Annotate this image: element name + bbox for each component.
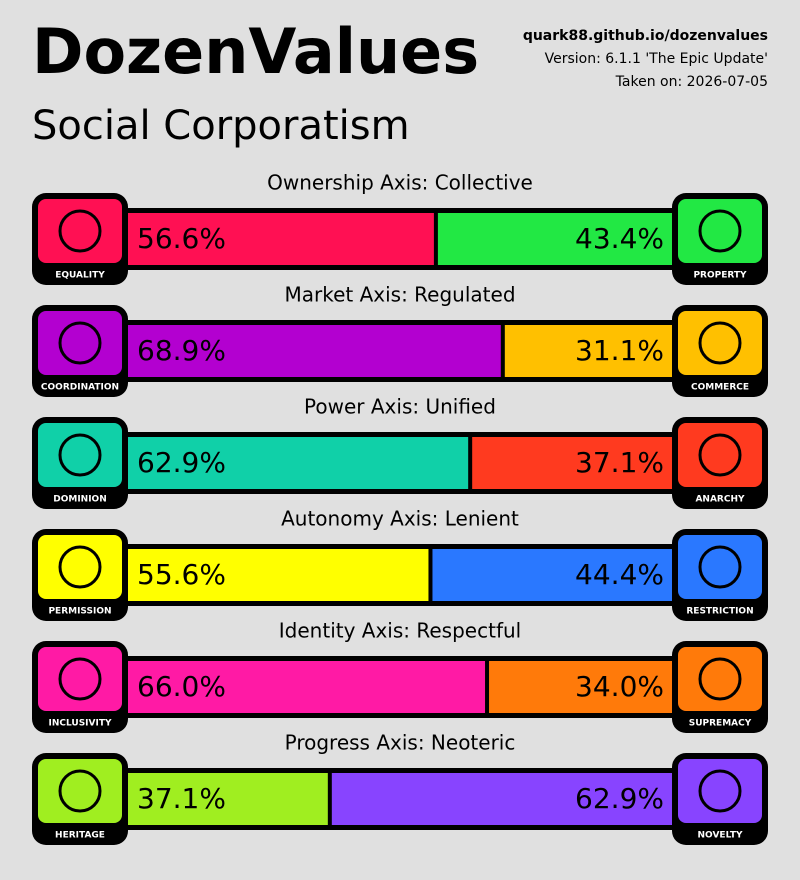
left-bar	[128, 213, 434, 265]
right-value: 62.9%	[575, 782, 664, 815]
left-bar	[128, 773, 328, 825]
right-value: 34.0%	[575, 670, 664, 703]
right-icon	[698, 433, 742, 477]
left-icon	[58, 657, 102, 701]
left-bar	[128, 437, 469, 489]
right-label: ANARCHY	[695, 495, 745, 505]
left-icon-box	[38, 647, 122, 711]
left-icon	[58, 769, 102, 813]
right-bar	[489, 661, 672, 713]
left-icon-box	[38, 311, 122, 375]
axis-title: Ownership Axis: Collective	[267, 171, 533, 195]
right-icon-box	[678, 759, 762, 823]
right-label: PROPERTY	[693, 271, 747, 281]
right-value: 44.4%	[575, 558, 664, 591]
left-label: DOMINION	[53, 495, 107, 505]
right-label: NOVELTY	[698, 831, 743, 841]
left-icon-box	[38, 759, 122, 823]
right-icon-box	[678, 311, 762, 375]
right-icon-box	[678, 423, 762, 487]
right-label: COMMERCE	[691, 383, 749, 393]
left-icon-box	[38, 423, 122, 487]
left-bar	[128, 325, 501, 377]
right-label: SUPREMACY	[689, 719, 752, 729]
title: DozenValues	[32, 15, 479, 88]
left-value: 55.6%	[137, 558, 226, 591]
left-value: 56.6%	[137, 222, 226, 255]
right-bar	[472, 437, 672, 489]
right-icon	[698, 545, 742, 589]
right-icon	[698, 209, 742, 253]
left-value: 37.1%	[137, 782, 226, 815]
right-icon	[698, 769, 742, 813]
left-icon-box	[38, 199, 122, 263]
right-icon	[698, 657, 742, 701]
left-icon	[58, 433, 102, 477]
axis-title: Identity Axis: Respectful	[279, 619, 521, 643]
left-label: PERMISSION	[48, 607, 111, 617]
version: Version: 6.1.1 'The Epic Update'	[545, 51, 768, 67]
left-value: 62.9%	[137, 446, 226, 479]
subtitle: Social Corporatism	[32, 103, 410, 149]
url: quark88.github.io/dozenvalues	[523, 28, 768, 44]
right-icon	[698, 321, 742, 365]
left-bar	[128, 549, 429, 601]
right-bar	[437, 213, 672, 265]
left-icon	[58, 209, 102, 253]
left-label: HERITAGE	[55, 831, 105, 841]
right-icon-box	[678, 199, 762, 263]
right-value: 31.1%	[575, 334, 664, 367]
right-value: 37.1%	[575, 446, 664, 479]
left-icon	[58, 321, 102, 365]
axis-title: Market Axis: Regulated	[284, 283, 515, 307]
left-label: INCLUSIVITY	[48, 719, 111, 729]
right-bar	[331, 773, 672, 825]
right-icon-box	[678, 647, 762, 711]
right-icon-box	[678, 535, 762, 599]
axis-title: Power Axis: Unified	[304, 395, 496, 419]
right-bar	[504, 325, 672, 377]
left-label: EQUALITY	[55, 271, 105, 281]
right-label: RESTRICTION	[686, 607, 753, 617]
left-icon-box	[38, 535, 122, 599]
left-value: 66.0%	[137, 670, 226, 703]
right-value: 43.4%	[575, 222, 664, 255]
left-icon	[58, 545, 102, 589]
left-label: COORDINATION	[41, 383, 119, 393]
axis-title: Autonomy Axis: Lenient	[281, 507, 519, 531]
left-value: 68.9%	[137, 334, 226, 367]
axis-title: Progress Axis: Neoteric	[285, 731, 516, 755]
left-bar	[128, 661, 486, 713]
date: Taken on: 2026-07-05	[615, 74, 768, 90]
right-bar	[432, 549, 672, 601]
